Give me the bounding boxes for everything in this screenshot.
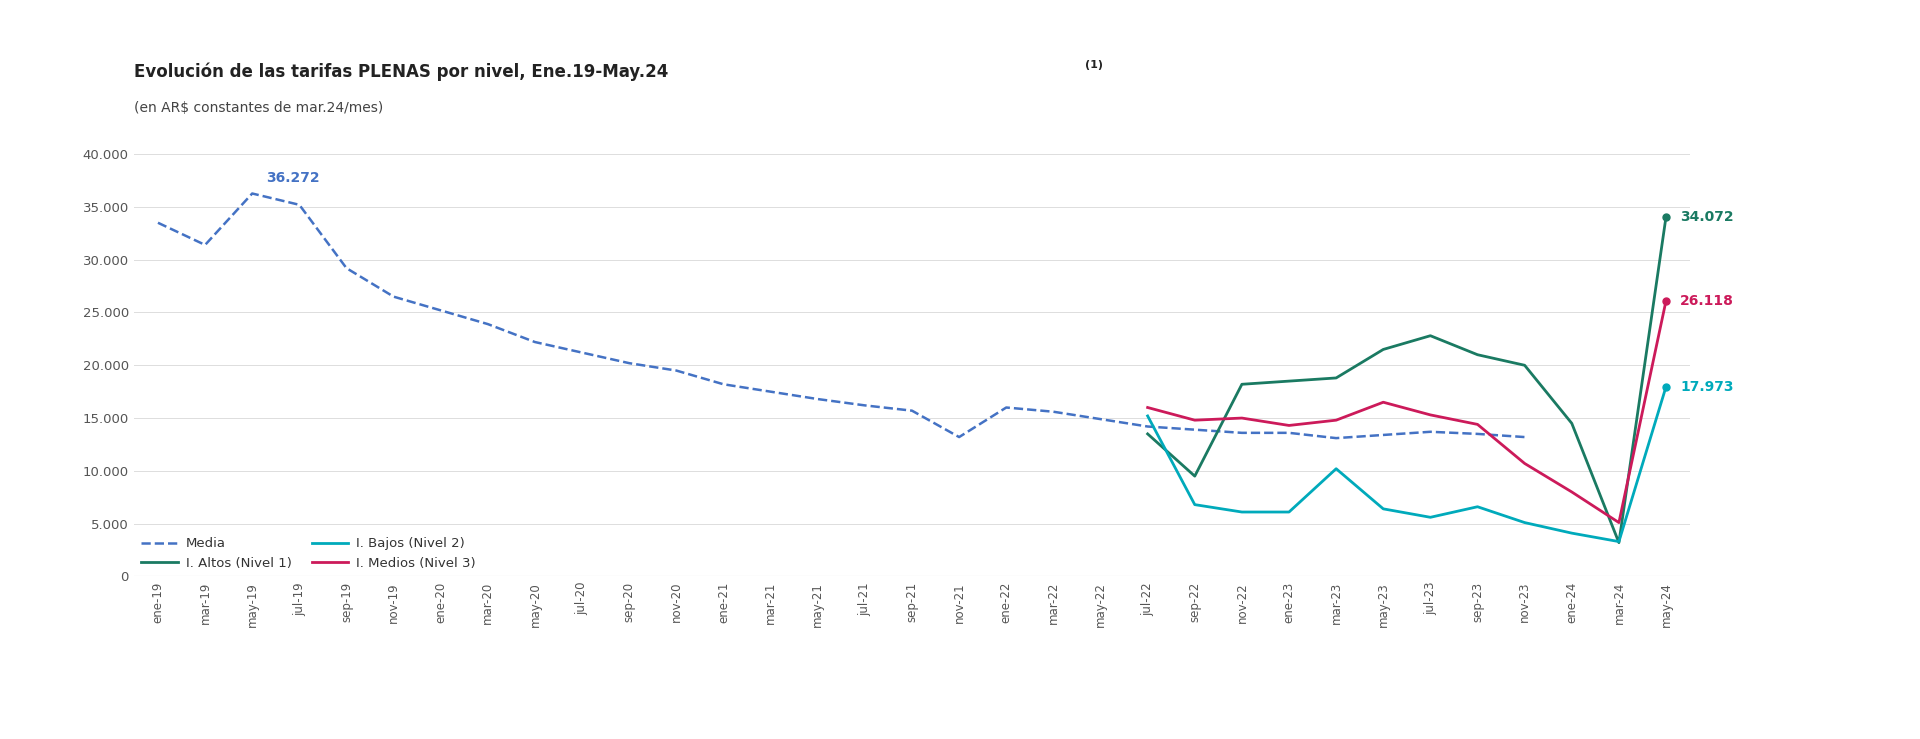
Media	[194, 240, 217, 249]
I. Altos (Nivel 1)	[1183, 471, 1206, 480]
Media	[476, 320, 499, 329]
Media	[852, 401, 876, 410]
I. Altos (Nivel 1)	[1371, 345, 1394, 354]
Media	[995, 403, 1018, 412]
Media	[570, 348, 593, 357]
Media	[1089, 415, 1112, 423]
Media	[524, 338, 547, 347]
I. Medios (Nivel 3)	[1277, 421, 1300, 430]
Media	[618, 358, 641, 367]
I. Altos (Nivel 1)	[1137, 429, 1160, 438]
I. Altos (Nivel 1)	[1513, 361, 1536, 370]
I. Altos (Nivel 1)	[1561, 419, 1584, 428]
Media	[948, 432, 972, 441]
I. Bajos (Nivel 2)	[1137, 412, 1160, 420]
Media	[806, 395, 829, 403]
Media	[382, 292, 405, 301]
I. Altos (Nivel 1)	[1655, 212, 1678, 221]
Media	[900, 406, 924, 415]
Text: 36.272: 36.272	[267, 171, 321, 185]
I. Altos (Nivel 1)	[1607, 538, 1630, 547]
I. Bajos (Nivel 2)	[1371, 505, 1394, 514]
I. Bajos (Nivel 2)	[1325, 464, 1348, 473]
Text: 34.072: 34.072	[1680, 210, 1734, 224]
I. Bajos (Nivel 2)	[1231, 508, 1254, 517]
I. Medios (Nivel 3)	[1419, 410, 1442, 419]
I. Medios (Nivel 3)	[1561, 488, 1584, 497]
Media	[334, 264, 357, 273]
Media	[758, 387, 781, 396]
I. Medios (Nivel 3)	[1183, 416, 1206, 425]
Media	[1277, 429, 1300, 437]
Legend: Media, I. Altos (Nivel 1), I. Bajos (Nivel 2), I. Medios (Nivel 3): Media, I. Altos (Nivel 1), I. Bajos (Niv…	[140, 537, 476, 570]
I. Bajos (Nivel 2)	[1277, 508, 1300, 517]
Text: (en AR$ constantes de mar.24/mes): (en AR$ constantes de mar.24/mes)	[134, 101, 384, 115]
Media	[430, 306, 453, 315]
I. Medios (Nivel 3)	[1513, 459, 1536, 468]
Line: I. Altos (Nivel 1): I. Altos (Nivel 1)	[1148, 217, 1667, 542]
I. Medios (Nivel 3)	[1607, 518, 1630, 527]
Media	[1513, 432, 1536, 441]
I. Bajos (Nivel 2)	[1467, 503, 1490, 511]
I. Bajos (Nivel 2)	[1183, 500, 1206, 509]
Media	[1325, 434, 1348, 443]
Media	[1137, 422, 1160, 431]
I. Altos (Nivel 1)	[1325, 373, 1348, 382]
Line: I. Medios (Nivel 3): I. Medios (Nivel 3)	[1148, 301, 1667, 522]
Media	[288, 200, 311, 209]
I. Altos (Nivel 1)	[1231, 380, 1254, 389]
Media	[1043, 407, 1066, 416]
Media	[1231, 429, 1254, 437]
I. Medios (Nivel 3)	[1137, 403, 1160, 412]
Media	[1371, 431, 1394, 440]
I. Bajos (Nivel 2)	[1607, 537, 1630, 546]
Media	[664, 366, 687, 375]
Text: 17.973: 17.973	[1680, 380, 1734, 394]
I. Medios (Nivel 3)	[1325, 416, 1348, 425]
I. Bajos (Nivel 2)	[1513, 518, 1536, 527]
I. Bajos (Nivel 2)	[1561, 528, 1584, 537]
I. Altos (Nivel 1)	[1467, 350, 1490, 359]
Media	[1183, 425, 1206, 434]
I. Altos (Nivel 1)	[1419, 331, 1442, 340]
I. Medios (Nivel 3)	[1467, 420, 1490, 429]
I. Medios (Nivel 3)	[1655, 296, 1678, 305]
I. Medios (Nivel 3)	[1371, 398, 1394, 406]
Text: 26.118: 26.118	[1680, 293, 1734, 307]
I. Altos (Nivel 1)	[1277, 377, 1300, 386]
Media	[240, 189, 263, 198]
Line: I. Bajos (Nivel 2): I. Bajos (Nivel 2)	[1148, 386, 1667, 542]
I. Bajos (Nivel 2)	[1419, 513, 1442, 522]
Media	[146, 218, 169, 227]
Media	[712, 380, 735, 389]
Text: Evolución de las tarifas PLENAS por nivel, Ene.19-May.24: Evolución de las tarifas PLENAS por nive…	[134, 63, 674, 81]
Line: Media: Media	[157, 194, 1524, 438]
I. Bajos (Nivel 2)	[1655, 382, 1678, 391]
Media	[1467, 429, 1490, 438]
Text: (1): (1)	[1085, 60, 1102, 70]
Media	[1419, 427, 1442, 436]
I. Medios (Nivel 3)	[1231, 414, 1254, 423]
